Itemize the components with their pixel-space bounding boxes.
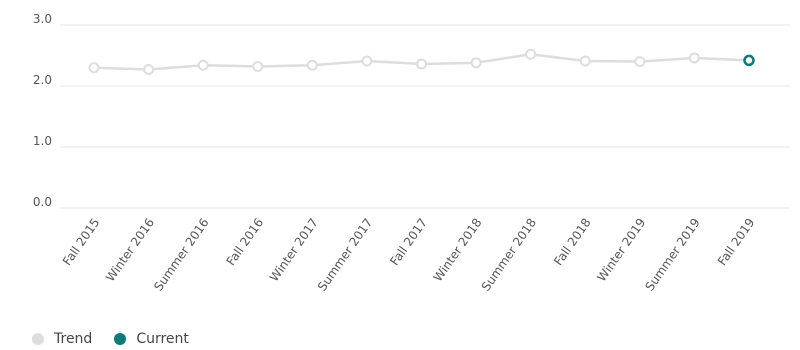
x-tick-label: Fall 2016: [224, 216, 267, 268]
x-tick-label: Winter 2018: [431, 216, 485, 285]
x-tick-label: Summer 2017: [315, 216, 375, 294]
x-tick-label: Fall 2017: [387, 216, 430, 268]
trend-point[interactable]: [88, 62, 100, 74]
trend-point[interactable]: [252, 60, 264, 72]
x-tick-label: Fall 2015: [60, 216, 103, 268]
x-tick-label: Summer 2016: [151, 216, 211, 294]
trend-point[interactable]: [143, 64, 155, 76]
trend-point[interactable]: [525, 48, 537, 60]
trend-point[interactable]: [361, 55, 373, 67]
x-tick-label: Fall 2019: [715, 216, 758, 268]
legend-current-label: Current: [136, 331, 189, 347]
trend-point[interactable]: [579, 55, 591, 67]
y-tick-label: 1.0: [33, 134, 52, 148]
x-tick-label: Summer 2019: [642, 216, 702, 294]
legend-trend-label: Trend: [54, 331, 93, 347]
y-tick-label: 3.0: [33, 12, 52, 26]
x-tick-label: Winter 2017: [267, 216, 321, 285]
y-tick-label: 0.0: [33, 195, 52, 209]
legend-item-current[interactable]: Current: [114, 331, 189, 347]
x-tick-label: Summer 2018: [479, 216, 539, 294]
x-tick-label: Fall 2018: [551, 216, 594, 268]
legend-current-swatch: [114, 333, 127, 345]
trend-point[interactable]: [688, 52, 700, 64]
current-point[interactable]: [743, 54, 755, 67]
trend-point[interactable]: [634, 56, 646, 68]
x-tick-label: Winter 2016: [103, 216, 157, 285]
trend-point[interactable]: [197, 59, 209, 71]
legend-item-trend[interactable]: Trend: [32, 331, 92, 347]
x-tick-label: Winter 2019: [594, 216, 648, 285]
trend-point[interactable]: [470, 57, 482, 69]
legend-trend-swatch: [32, 333, 44, 345]
trend-point[interactable]: [416, 58, 427, 70]
trend-point[interactable]: [306, 59, 318, 71]
y-tick-label: 2.0: [33, 73, 52, 87]
chart-legend: Trend Current: [32, 331, 211, 347]
